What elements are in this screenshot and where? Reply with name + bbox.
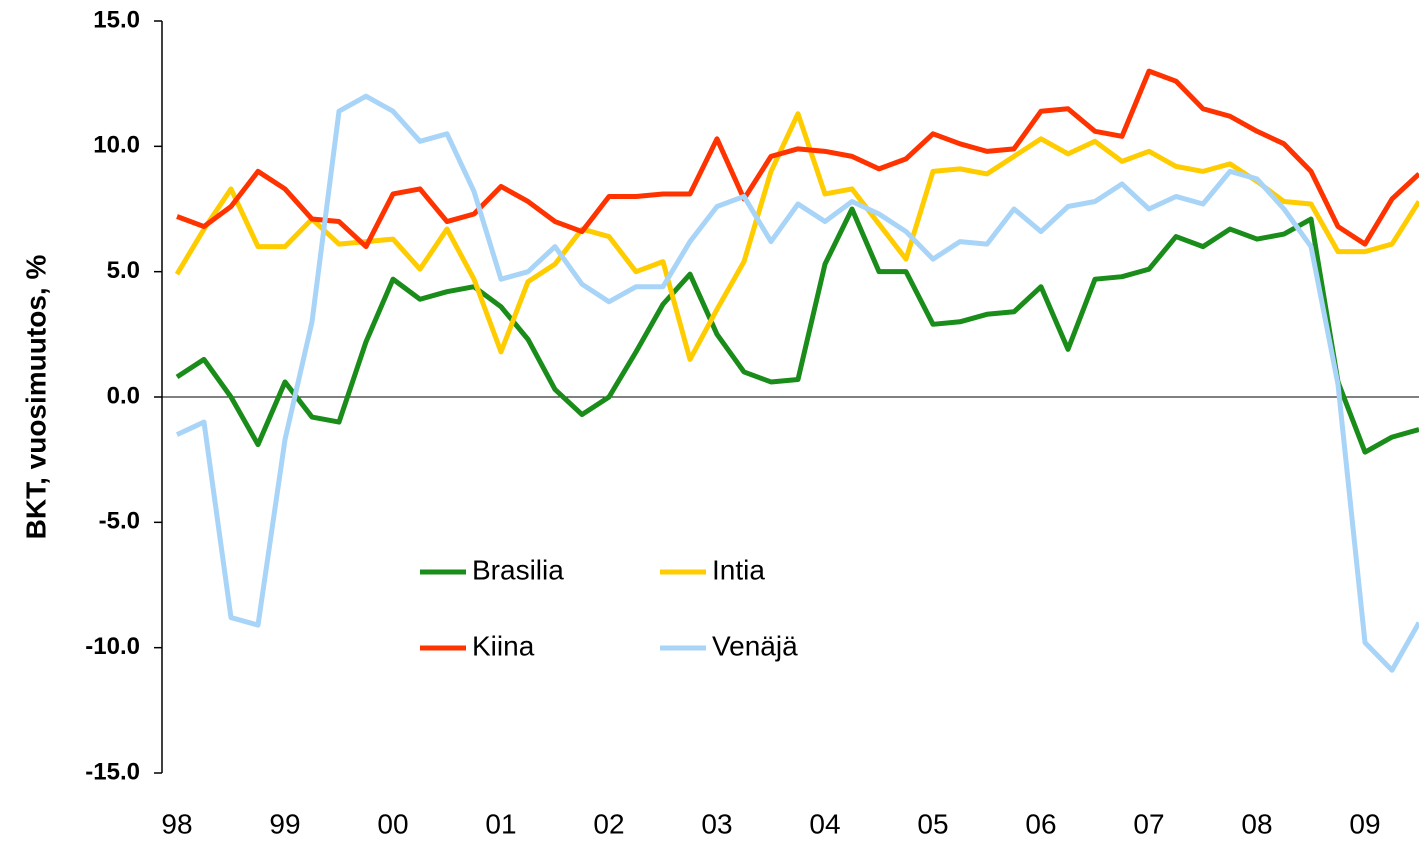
x-tick-label: 00 [377, 808, 408, 839]
legend-label: Kiina [472, 630, 535, 661]
x-tick-label: 02 [593, 808, 624, 839]
x-tick-label: 98 [161, 808, 192, 839]
x-tick-label: 09 [1349, 808, 1380, 839]
x-tick-label: 05 [917, 808, 948, 839]
x-tick-label: 03 [701, 808, 732, 839]
y-tick-label: 5.0 [107, 257, 140, 284]
series-line [175, 93, 1419, 673]
series-line [174, 111, 1419, 362]
y-tick-label: -10.0 [85, 633, 140, 660]
y-tick-label: -5.0 [99, 508, 140, 535]
legend-label: Brasilia [472, 554, 564, 585]
x-tick-label: 07 [1133, 808, 1164, 839]
y-axis-title: BKT, vuosimuutos, % [20, 255, 51, 540]
y-tick-label: -15.0 [85, 758, 140, 785]
y-tick-label: 10.0 [93, 132, 140, 159]
x-tick-label: 08 [1241, 808, 1272, 839]
y-tick-label: 15.0 [93, 6, 140, 33]
x-tick-label: 99 [269, 808, 300, 839]
legend-label: Venäjä [712, 630, 798, 661]
legend-label: Intia [712, 554, 765, 585]
x-tick-label: 04 [809, 808, 840, 839]
x-tick-label: 06 [1025, 808, 1056, 839]
series-line [176, 68, 1419, 250]
x-tick-label: 01 [485, 808, 516, 839]
y-tick-label: 0.0 [107, 382, 140, 409]
series-line [175, 206, 1419, 455]
